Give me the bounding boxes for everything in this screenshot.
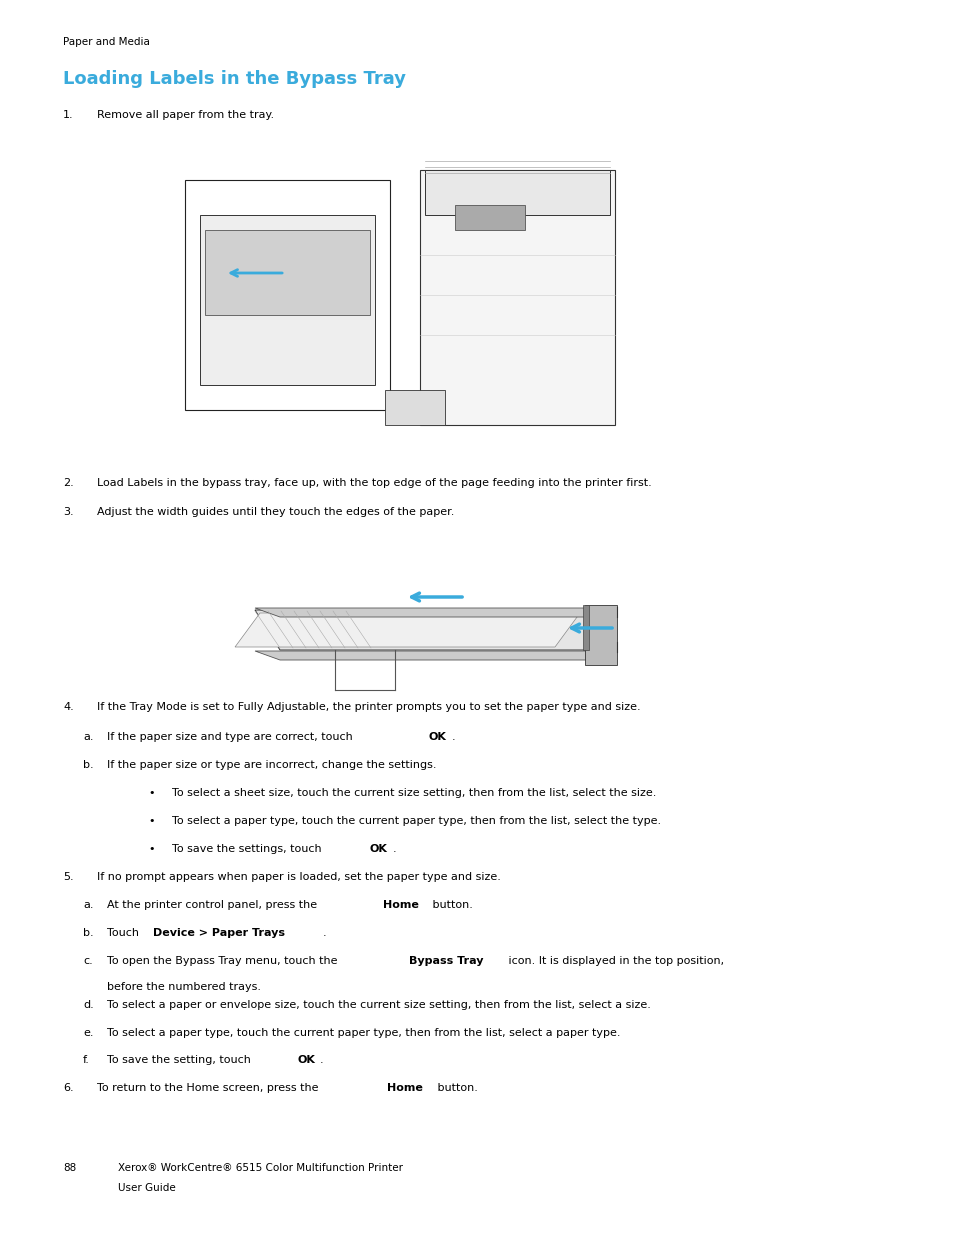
Text: Home: Home (387, 1083, 423, 1093)
Text: •: • (148, 844, 154, 853)
Text: •: • (148, 788, 154, 798)
Text: If the paper size or type are incorrect, change the settings.: If the paper size or type are incorrect,… (107, 760, 436, 769)
Text: Touch: Touch (107, 927, 142, 939)
Text: •: • (148, 816, 154, 826)
Text: Paper and Media: Paper and Media (63, 37, 150, 47)
Polygon shape (254, 610, 609, 650)
Text: Device > Paper Trays: Device > Paper Trays (152, 927, 285, 939)
Text: a.: a. (83, 732, 93, 742)
Text: 1.: 1. (63, 110, 73, 120)
Polygon shape (205, 230, 370, 315)
Text: To return to the Home screen, press the: To return to the Home screen, press the (97, 1083, 322, 1093)
Text: a.: a. (83, 900, 93, 910)
Text: 88: 88 (63, 1163, 76, 1173)
Text: c.: c. (83, 956, 92, 966)
Text: At the printer control panel, press the: At the printer control panel, press the (107, 900, 320, 910)
Text: OK: OK (428, 732, 446, 742)
Text: b.: b. (83, 760, 93, 769)
Text: d.: d. (83, 1000, 93, 1010)
Text: If the Tray Mode is set to Fully Adjustable, the printer prompts you to set the : If the Tray Mode is set to Fully Adjusta… (97, 701, 640, 713)
Text: Loading Labels in the Bypass Tray: Loading Labels in the Bypass Tray (63, 70, 406, 88)
Bar (455, 205, 524, 230)
Bar (582, 605, 588, 650)
Text: OK: OK (296, 1055, 314, 1065)
Text: User Guide: User Guide (118, 1183, 175, 1193)
Text: To select a paper type, touch the current paper type, then from the list, select: To select a paper type, touch the curren… (107, 1028, 619, 1037)
Bar (584, 605, 617, 664)
Text: b.: b. (83, 927, 93, 939)
Text: Remove all paper from the tray.: Remove all paper from the tray. (97, 110, 274, 120)
Bar (185, 180, 390, 410)
Polygon shape (234, 613, 579, 647)
Text: f.: f. (83, 1055, 90, 1065)
Text: To select a paper type, touch the current paper type, then from the list, select: To select a paper type, touch the curren… (172, 816, 660, 826)
Text: 6.: 6. (63, 1083, 73, 1093)
Text: To select a sheet size, touch the current size setting, then from the list, sele: To select a sheet size, touch the curren… (172, 788, 656, 798)
Text: .: . (451, 732, 455, 742)
Text: To open the Bypass Tray menu, touch the: To open the Bypass Tray menu, touch the (107, 956, 340, 966)
Text: To select a paper or envelope size, touch the current size setting, then from th: To select a paper or envelope size, touc… (107, 1000, 650, 1010)
Text: To save the setting, touch: To save the setting, touch (107, 1055, 254, 1065)
Text: .: . (320, 1055, 323, 1065)
Text: icon. It is displayed in the top position,: icon. It is displayed in the top positio… (504, 956, 723, 966)
Polygon shape (254, 651, 609, 659)
Bar (385, 390, 444, 425)
Text: 5.: 5. (63, 872, 73, 882)
Text: 4.: 4. (63, 701, 73, 713)
Text: Adjust the width guides until they touch the edges of the paper.: Adjust the width guides until they touch… (97, 508, 454, 517)
Text: Xerox® WorkCentre® 6515 Color Multifunction Printer: Xerox® WorkCentre® 6515 Color Multifunct… (118, 1163, 402, 1173)
Text: .: . (393, 844, 395, 853)
Text: button.: button. (434, 1083, 477, 1093)
Text: before the numbered trays.: before the numbered trays. (107, 983, 261, 993)
Polygon shape (200, 215, 375, 385)
Bar (424, 170, 609, 215)
Text: button.: button. (429, 900, 473, 910)
Text: 2.: 2. (63, 478, 73, 488)
Text: Load Labels in the bypass tray, face up, with the top edge of the page feeding i: Load Labels in the bypass tray, face up,… (97, 478, 651, 488)
Text: If the paper size and type are correct, touch: If the paper size and type are correct, … (107, 732, 355, 742)
Text: .: . (323, 927, 327, 939)
Text: If no prompt appears when paper is loaded, set the paper type and size.: If no prompt appears when paper is loade… (97, 872, 500, 882)
Text: e.: e. (83, 1028, 93, 1037)
Text: Home: Home (382, 900, 418, 910)
Text: 3.: 3. (63, 508, 73, 517)
Text: To save the settings, touch: To save the settings, touch (172, 844, 325, 853)
Polygon shape (254, 608, 609, 618)
Text: Bypass Tray: Bypass Tray (409, 956, 483, 966)
Text: OK: OK (369, 844, 387, 853)
Bar (419, 170, 615, 425)
